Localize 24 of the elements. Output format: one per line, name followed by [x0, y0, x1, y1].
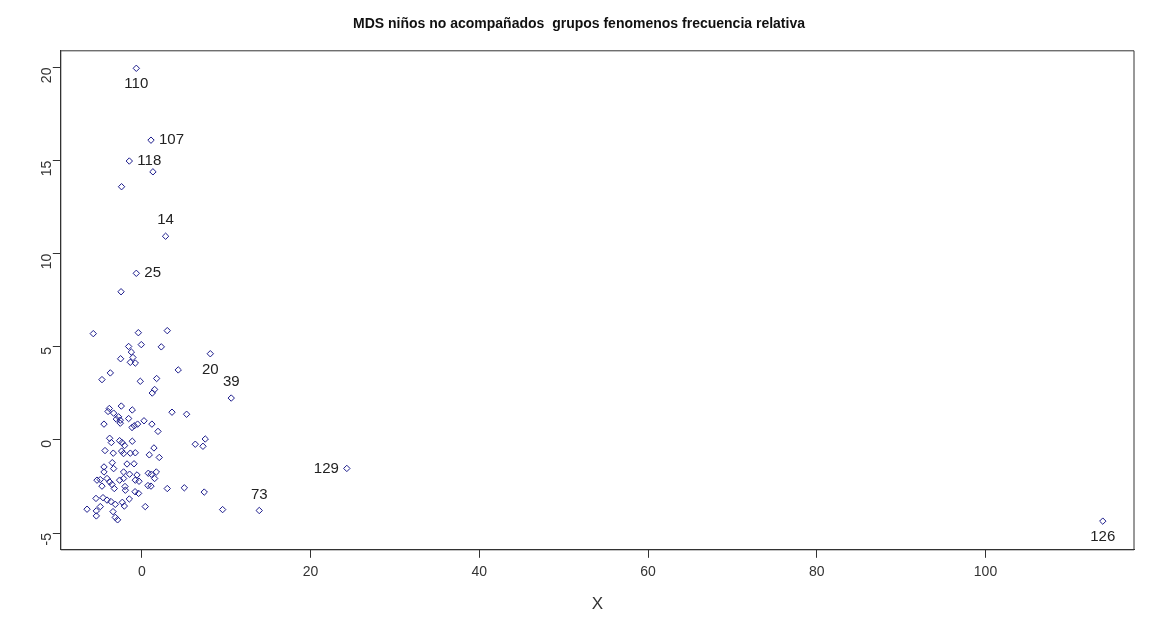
annotation: 110: [124, 74, 149, 92]
x-tick-label: 80: [808, 563, 825, 580]
x-tick-label: 40: [471, 563, 488, 580]
annotation: 25: [144, 263, 161, 281]
y-tick-label: 0: [37, 439, 54, 448]
annotation: 107: [158, 130, 185, 148]
y-tick-label: 15: [37, 160, 54, 177]
x-axis-title: X: [591, 594, 604, 614]
x-tick-label: 100: [973, 563, 998, 580]
x-tick-label: 20: [302, 563, 319, 580]
y-tick-label: 5: [37, 346, 54, 355]
chart-title: MDS niños no acompañados grupos fenomenos frecuencia relativa: [353, 15, 806, 32]
y-tick-label: 20: [37, 67, 54, 84]
x-tick-label: 0: [137, 563, 146, 580]
annotation: 39: [222, 372, 240, 390]
y-tick-label: -5: [37, 532, 54, 546]
annotation: 126: [1090, 527, 1116, 545]
annotation: 73: [250, 484, 268, 502]
annotation: 14: [157, 210, 174, 228]
y-tick-label: 10: [37, 253, 54, 270]
x-tick-label: 60: [640, 563, 657, 580]
annotation: 129: [313, 458, 339, 476]
annotation: 20: [201, 359, 219, 377]
annotation: 118: [137, 151, 162, 169]
